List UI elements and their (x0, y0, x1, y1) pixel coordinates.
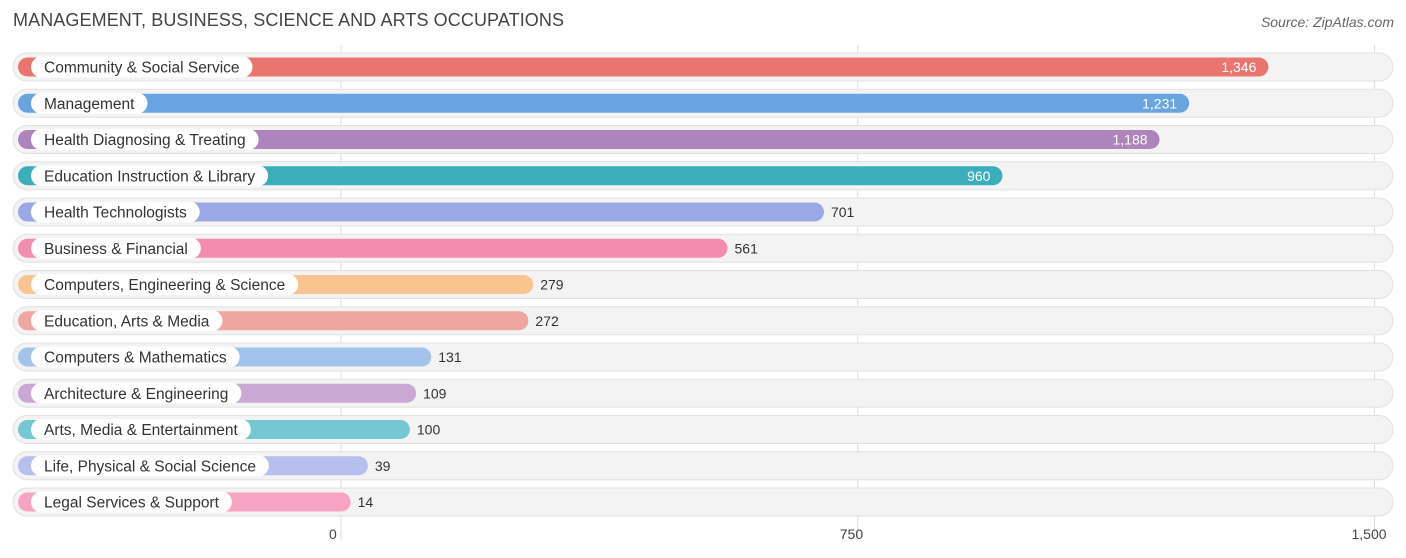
x-axis: 0 750 1,500 (329, 526, 1387, 542)
bar-label: Arts, Media & Entertainment (44, 422, 239, 439)
bar-label-pill (31, 201, 200, 223)
bar-label: Legal Services & Support (44, 495, 220, 512)
bar-label: Community & Social Service (44, 60, 240, 77)
bar (18, 130, 1160, 149)
bar-label-pill (31, 419, 251, 440)
bar-value-label: 131 (438, 349, 462, 365)
bar-row: Business & Financial 561 (12, 233, 1394, 263)
bar-label: Computers & Mathematics (44, 350, 227, 367)
bar-value-label: 561 (735, 240, 759, 256)
bar-label: Business & Financial (44, 241, 188, 258)
bar-row: Education, Arts & Media 272 (12, 306, 1394, 336)
bar-value-label: 100 (417, 422, 441, 438)
x-tick-label: 1,500 (1352, 526, 1387, 542)
bar-track (12, 487, 1394, 517)
bar-label: Health Technologists (44, 205, 187, 222)
chart-source: Source: ZipAtlas.com (1260, 14, 1394, 30)
bar-label-pill (31, 237, 201, 259)
bar-value-label: 1,346 (1221, 59, 1256, 75)
bar-value-label: 701 (831, 204, 855, 220)
bar-label-pill (31, 274, 299, 295)
bar-label-pill (31, 455, 269, 477)
bar (18, 57, 1269, 77)
bar-row: Health Technologists 701 (12, 197, 1394, 227)
bar-row: Life, Physical & Social Science 39 (12, 451, 1394, 481)
bar-row: Management 1,231 (12, 88, 1394, 118)
bar-value-label: 14 (358, 494, 374, 510)
bar (18, 202, 824, 222)
rows: Community & Social Service 1,346 Managemen… (12, 52, 1394, 517)
bar-label: Education, Arts & Media (44, 313, 210, 330)
bar-label-pill (31, 129, 259, 150)
bar-row: Education Instruction & Library 960 (12, 161, 1394, 191)
bar-label-pill (31, 56, 253, 78)
bar-label: Health Diagnosing & Treating (44, 132, 246, 149)
bar-value-label: 1,188 (1112, 132, 1147, 148)
chart-title: MANAGEMENT, BUSINESS, SCIENCE AND ARTS O… (13, 10, 565, 30)
bar-label: Management (44, 96, 135, 113)
bar (18, 93, 1190, 113)
bar-label-pill (31, 165, 269, 187)
bar-value-label: 272 (535, 313, 559, 329)
bar-row: Architecture & Engineering 109 (12, 378, 1394, 408)
bar-value-label: 39 (375, 458, 391, 474)
bar-row: Computers, Engineering & Science 279 (12, 270, 1394, 299)
bar-row: Arts, Media & Entertainment 100 (12, 415, 1394, 444)
bar-label: Computers, Engineering & Science (44, 277, 285, 294)
bar-label: Education Instruction & Library (44, 168, 255, 185)
bar-value-label: 109 (423, 385, 447, 401)
bar-value-label: 1,231 (1142, 95, 1177, 111)
bar-label: Life, Physical & Social Science (44, 458, 256, 475)
bar-row: Computers & Mathematics 131 (12, 342, 1394, 372)
x-tick-label: 750 (840, 526, 864, 542)
bar-value-label: 279 (540, 277, 564, 293)
bar-label-pill (31, 92, 148, 114)
bar-label-pill (31, 310, 223, 332)
bar-row: Community & Social Service 1,346 (12, 52, 1394, 82)
bar-label: Architecture & Engineering (44, 386, 228, 403)
bar-label-pill (31, 491, 232, 513)
bar-label-pill (31, 382, 242, 404)
bar-row: Legal Services & Support 14 (12, 487, 1394, 517)
bar-value-label: 960 (967, 168, 991, 184)
x-tick-label: 0 (329, 526, 337, 542)
bar-row: Health Diagnosing & Treating 1,188 (12, 125, 1394, 154)
bar-label-pill (31, 346, 240, 368)
